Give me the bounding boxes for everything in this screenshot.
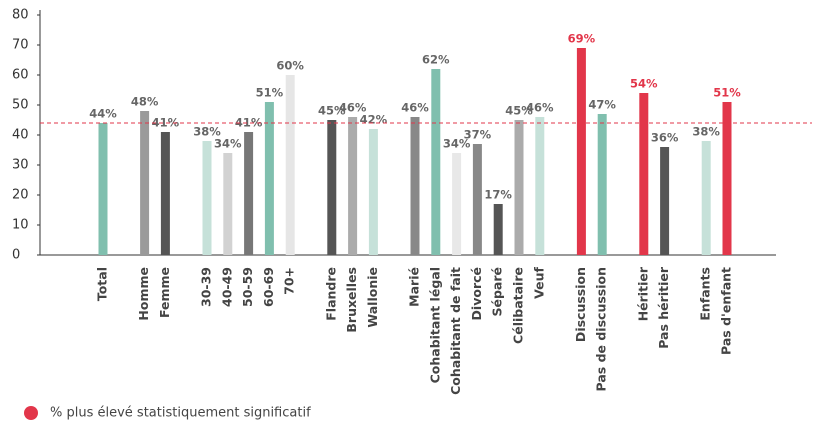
value-label: 47% bbox=[588, 98, 616, 112]
x-tick-label: Pas de discussion bbox=[594, 267, 609, 391]
value-label: 69% bbox=[568, 32, 596, 46]
bar bbox=[140, 111, 150, 255]
bar bbox=[639, 93, 649, 255]
value-label: 54% bbox=[630, 77, 658, 91]
bar bbox=[202, 141, 212, 255]
bar bbox=[493, 204, 503, 255]
value-label: 41% bbox=[152, 116, 180, 130]
value-label: 17% bbox=[484, 188, 512, 202]
value-label: 48% bbox=[131, 95, 159, 109]
value-label: 34% bbox=[443, 137, 471, 151]
value-label: 46% bbox=[339, 101, 367, 115]
bar bbox=[722, 102, 732, 255]
bar bbox=[160, 132, 170, 255]
bar bbox=[348, 117, 358, 255]
value-label: 37% bbox=[464, 128, 492, 142]
bar bbox=[576, 48, 586, 255]
x-tick-label: 30-39 bbox=[199, 267, 214, 307]
bar bbox=[597, 114, 607, 255]
value-label: 51% bbox=[713, 86, 741, 100]
bar bbox=[535, 117, 545, 255]
x-tick-label: Cohabitant de fait bbox=[448, 267, 463, 395]
x-tick-label: Veuf bbox=[531, 266, 546, 298]
bar bbox=[701, 141, 711, 255]
bar bbox=[327, 120, 337, 255]
x-tick-label: Divorcé bbox=[469, 267, 484, 320]
value-label: 38% bbox=[193, 125, 221, 139]
value-label: 42% bbox=[360, 113, 388, 127]
x-tick-label: Bruxelles bbox=[344, 267, 359, 333]
y-tick-label: 60 bbox=[12, 68, 29, 83]
y-tick-label: 40 bbox=[12, 128, 29, 143]
x-tick-label: Marié bbox=[407, 267, 422, 307]
x-tick-label: 50-59 bbox=[240, 267, 255, 307]
y-tick-label: 30 bbox=[12, 158, 29, 173]
value-label: 44% bbox=[89, 107, 117, 121]
x-tick-label: 40-49 bbox=[219, 267, 234, 307]
x-tick-label: Homme bbox=[136, 267, 151, 321]
value-label: 45% bbox=[318, 104, 346, 118]
x-tick-label: Femme bbox=[157, 267, 172, 318]
bar bbox=[472, 144, 482, 255]
value-label: 51% bbox=[256, 86, 284, 100]
legend-marker bbox=[24, 406, 38, 420]
y-tick-label: 70 bbox=[12, 38, 29, 53]
x-tick-label: Flandre bbox=[323, 267, 338, 321]
x-tick-label: Pas héritier bbox=[656, 266, 671, 349]
bar bbox=[514, 120, 524, 255]
value-label: 38% bbox=[692, 125, 720, 139]
x-tick-label: Héritier bbox=[635, 266, 650, 321]
value-label: 45% bbox=[505, 104, 533, 118]
y-tick-label: 0 bbox=[12, 248, 20, 263]
legend-text: % plus élevé statistiquement significati… bbox=[50, 406, 311, 421]
y-tick-label: 80 bbox=[12, 8, 29, 23]
value-label: 41% bbox=[235, 116, 263, 130]
bar bbox=[285, 75, 295, 255]
x-tick-label: Discussion bbox=[573, 267, 588, 342]
bar bbox=[264, 102, 274, 255]
x-tick-label: Célibataire bbox=[511, 267, 526, 344]
y-tick-label: 50 bbox=[12, 98, 29, 113]
value-label: 46% bbox=[401, 101, 429, 115]
bar bbox=[660, 147, 670, 255]
value-label: 46% bbox=[526, 101, 554, 115]
x-tick-label: Pas d'enfant bbox=[719, 267, 734, 355]
bar bbox=[410, 117, 420, 255]
value-label: 34% bbox=[214, 137, 242, 151]
x-tick-label: Total bbox=[95, 267, 110, 301]
x-tick-label: 60-69 bbox=[261, 267, 276, 307]
bar bbox=[431, 69, 441, 255]
bar bbox=[368, 129, 378, 255]
bar bbox=[452, 153, 462, 255]
value-label: 62% bbox=[422, 53, 450, 67]
value-label: 36% bbox=[651, 131, 679, 145]
x-tick-label: 70+ bbox=[282, 267, 297, 295]
value-label: 60% bbox=[276, 59, 304, 73]
bar bbox=[244, 132, 254, 255]
bar bbox=[223, 153, 233, 255]
x-tick-label: Wallonie bbox=[365, 267, 380, 328]
bar bbox=[98, 123, 108, 255]
y-tick-label: 20 bbox=[12, 188, 29, 203]
x-tick-label: Séparé bbox=[490, 267, 505, 317]
y-tick-label: 10 bbox=[12, 218, 29, 233]
x-tick-label: Enfants bbox=[698, 267, 713, 321]
x-tick-label: Cohabitant légal bbox=[427, 267, 442, 383]
